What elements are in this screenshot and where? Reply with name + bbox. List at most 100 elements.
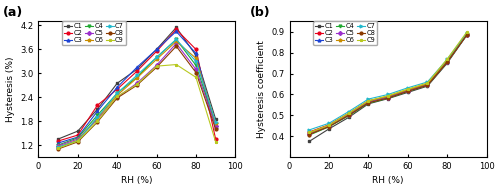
C1 [74, 130, 80, 132]
C2 [154, 50, 160, 53]
C5 [74, 138, 80, 140]
C9 [114, 95, 120, 98]
C4 [405, 90, 411, 93]
C6 [154, 58, 160, 61]
C3 [174, 30, 180, 33]
C4 [424, 84, 430, 87]
C1 [174, 26, 180, 29]
Text: (b): (b) [250, 6, 271, 19]
Line: C2: C2 [56, 28, 217, 142]
C2 [212, 138, 218, 140]
C6 [74, 139, 80, 141]
C4 [55, 144, 61, 146]
C6 [346, 112, 352, 115]
C2 [55, 140, 61, 142]
C3 [424, 83, 430, 86]
C2 [464, 33, 470, 35]
C6 [94, 117, 100, 119]
Text: (a): (a) [3, 6, 23, 19]
C7 [55, 146, 61, 148]
C2 [326, 124, 332, 126]
C8 [74, 141, 80, 143]
C7 [154, 56, 160, 58]
C5 [346, 114, 352, 116]
C6 [134, 77, 140, 79]
C9 [366, 100, 372, 102]
C5 [464, 33, 470, 36]
C2 [366, 100, 372, 102]
C6 [326, 124, 332, 126]
C9 [464, 31, 470, 33]
C8 [193, 71, 199, 74]
C6 [385, 95, 391, 97]
Line: C6: C6 [56, 40, 217, 148]
C5 [326, 125, 332, 127]
Y-axis label: Hysteresis (%): Hysteresis (%) [6, 57, 15, 122]
C6 [174, 40, 180, 43]
Line: C8: C8 [56, 45, 217, 151]
C1 [444, 62, 450, 64]
C5 [193, 68, 199, 70]
C1 [366, 103, 372, 105]
C9 [405, 88, 411, 90]
C3 [94, 110, 100, 112]
C1 [405, 91, 411, 94]
C4 [174, 38, 180, 40]
C5 [385, 96, 391, 99]
C4 [385, 97, 391, 99]
C2 [424, 83, 430, 85]
C7 [346, 110, 352, 113]
C7 [444, 58, 450, 61]
C7 [385, 93, 391, 96]
C9 [94, 120, 100, 122]
C6 [114, 94, 120, 96]
C3 [193, 52, 199, 55]
C4 [326, 126, 332, 128]
C1 [193, 54, 199, 57]
C8 [385, 97, 391, 99]
Line: C9: C9 [308, 31, 468, 134]
C9 [444, 58, 450, 60]
C1 [55, 138, 61, 140]
C5 [424, 84, 430, 86]
C4 [114, 92, 120, 94]
C9 [55, 147, 61, 149]
C3 [306, 132, 312, 134]
C8 [405, 90, 411, 92]
C8 [444, 61, 450, 63]
C1 [326, 128, 332, 130]
C3 [326, 125, 332, 127]
C6 [212, 122, 218, 124]
C1 [385, 97, 391, 100]
C1 [94, 108, 100, 110]
C1 [424, 85, 430, 87]
C5 [212, 125, 218, 127]
X-axis label: RH (%): RH (%) [372, 176, 404, 185]
C5 [405, 90, 411, 92]
C9 [346, 112, 352, 114]
C6 [464, 32, 470, 35]
C8 [55, 148, 61, 150]
C6 [306, 132, 312, 134]
C5 [94, 118, 100, 120]
Line: C7: C7 [308, 32, 468, 131]
C3 [55, 142, 61, 144]
C9 [134, 83, 140, 86]
C5 [174, 42, 180, 45]
C7 [464, 32, 470, 34]
C7 [366, 98, 372, 100]
C7 [424, 81, 430, 83]
C3 [134, 66, 140, 69]
C7 [74, 140, 80, 142]
Line: C5: C5 [308, 33, 468, 135]
C7 [193, 60, 199, 62]
C2 [385, 96, 391, 98]
C4 [212, 123, 218, 125]
C6 [193, 57, 199, 59]
C4 [444, 61, 450, 64]
C8 [212, 128, 218, 130]
C9 [174, 63, 180, 66]
C6 [444, 60, 450, 62]
C3 [346, 113, 352, 115]
C4 [193, 64, 199, 66]
